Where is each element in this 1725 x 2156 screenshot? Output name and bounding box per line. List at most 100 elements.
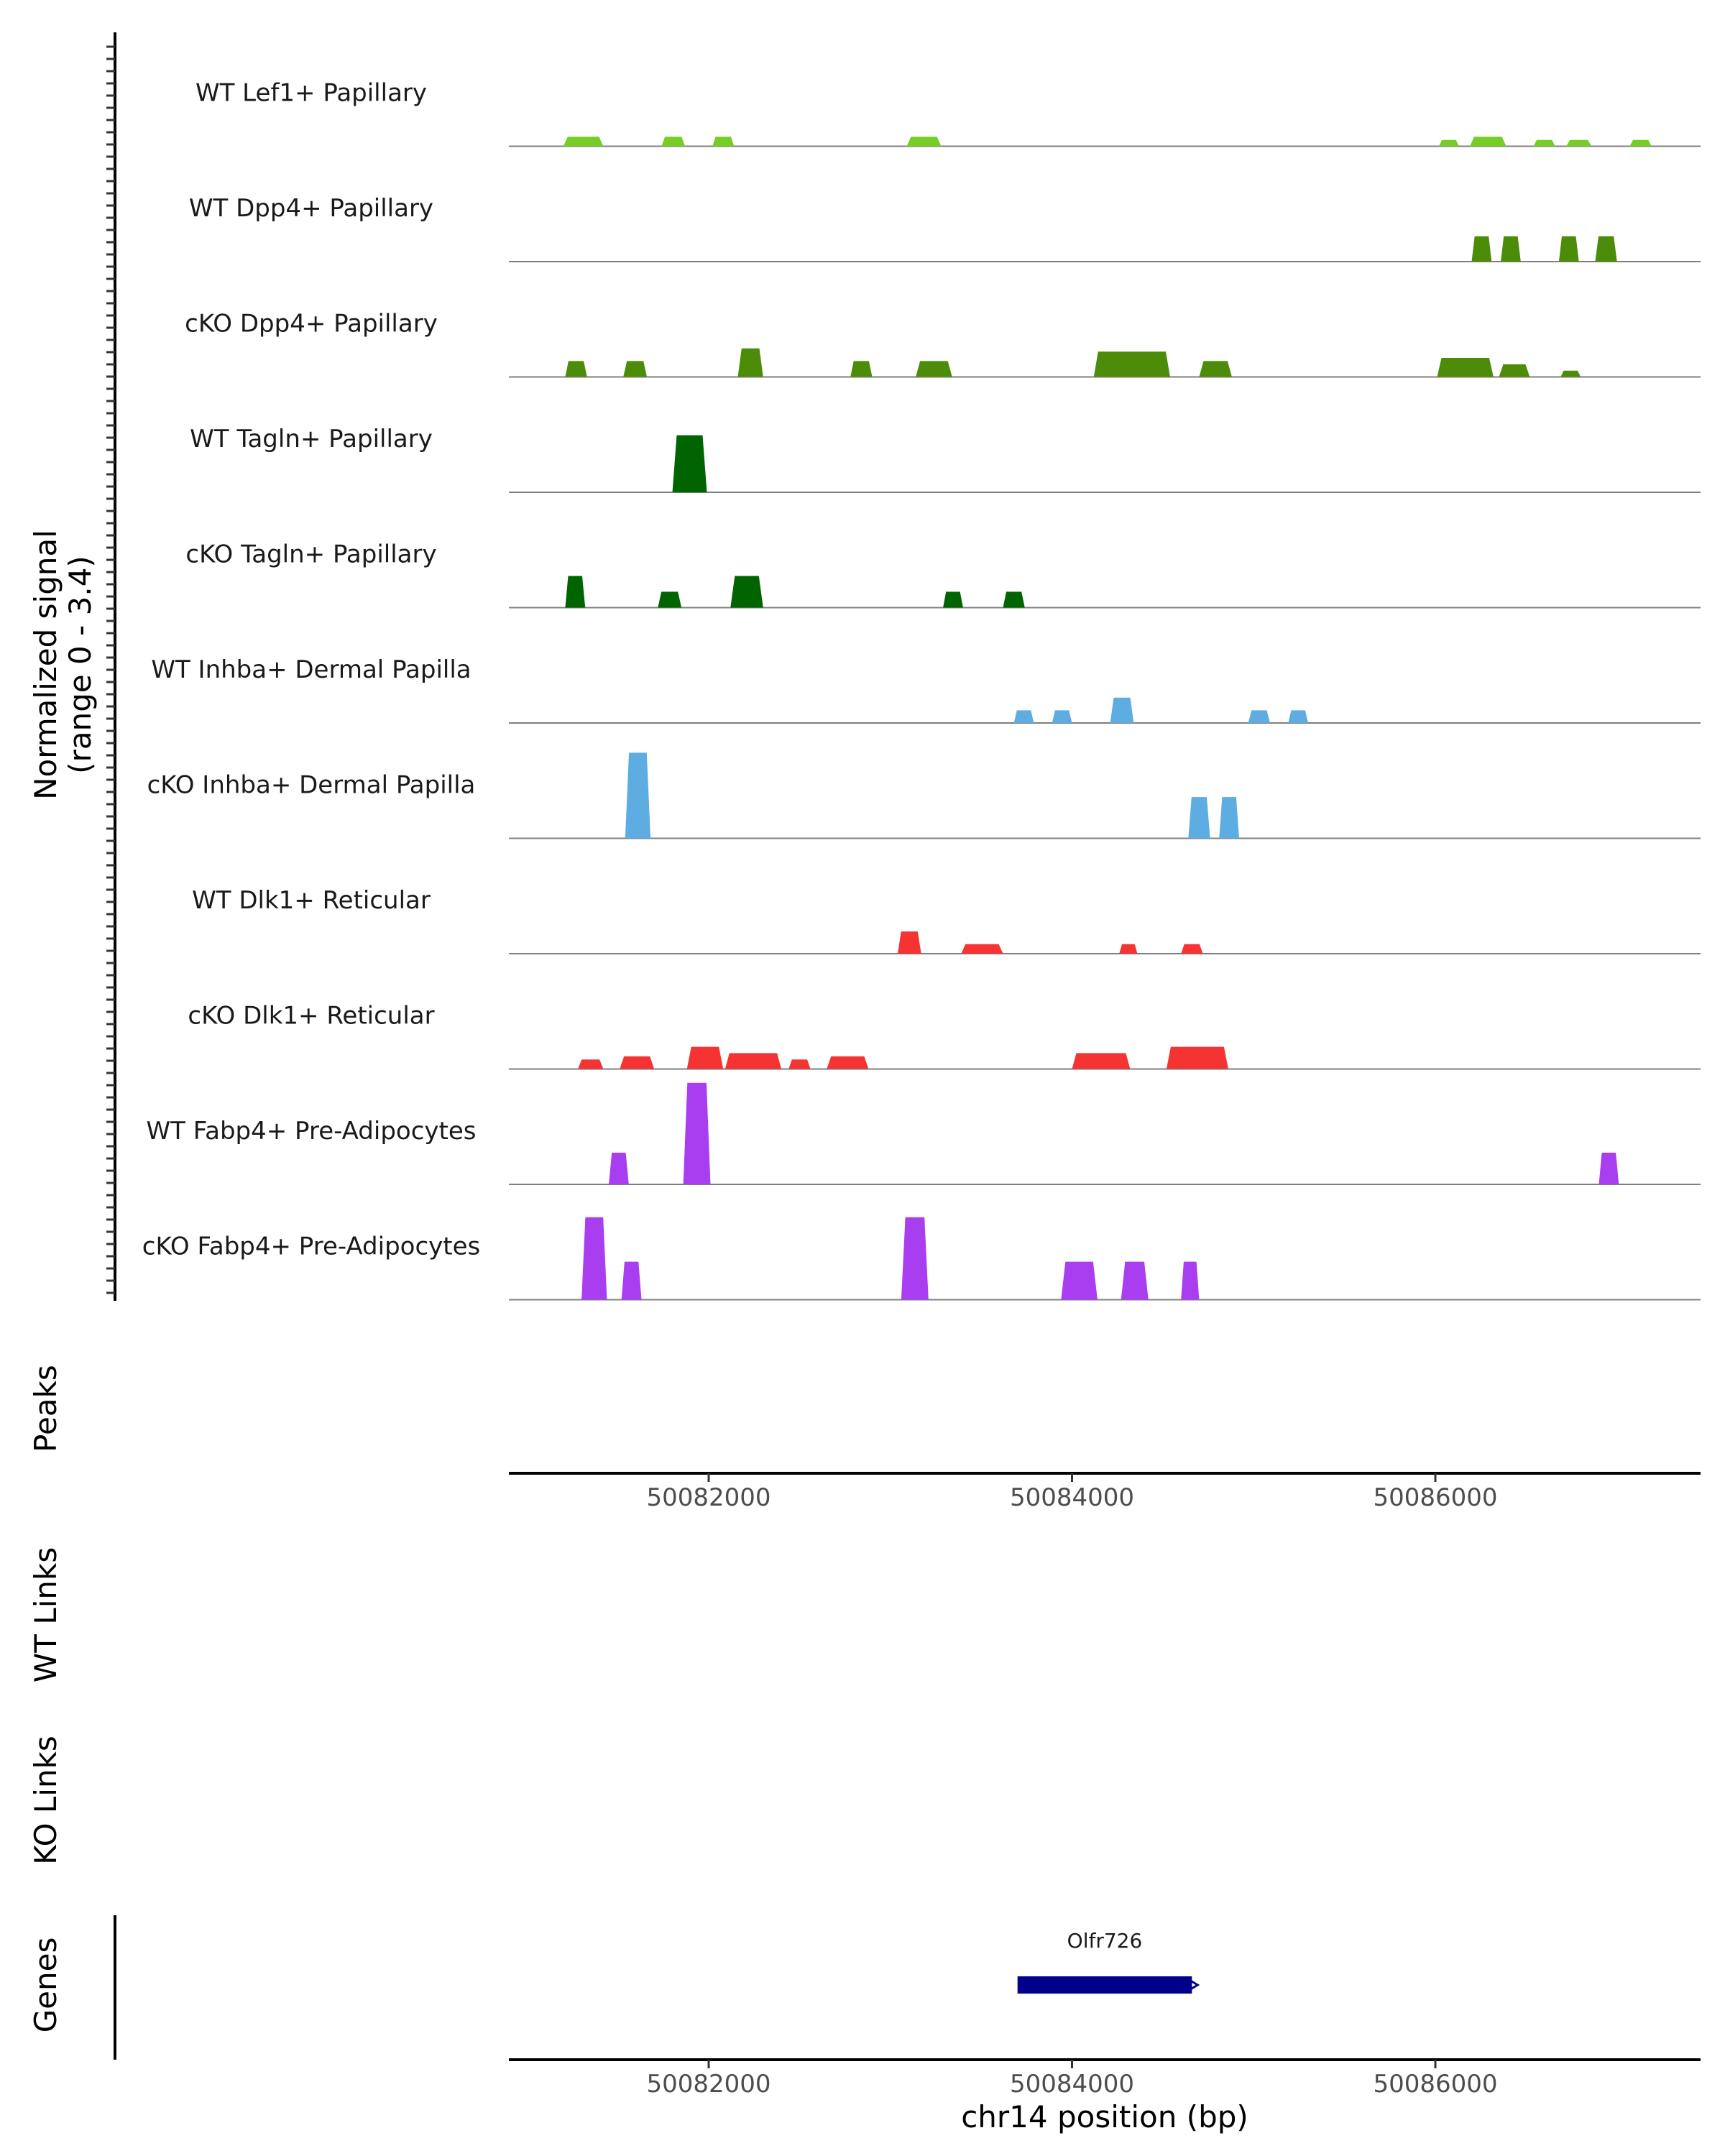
top-x-axis-ticks: 50082000 50084000 50086000	[646, 1473, 1498, 1512]
signal-peak	[1181, 1261, 1200, 1300]
track-label: WT Lef1+ Papillary	[196, 79, 427, 108]
signal-peak	[609, 1152, 629, 1184]
y-axis-title-line2: (range 0 - 3.4)	[63, 556, 98, 774]
track-2: cKO Dpp4+ Papillary	[185, 310, 1701, 378]
signal-peak	[661, 137, 686, 147]
signal-peak	[1110, 697, 1134, 723]
track-label: WT Dlk1+ Reticular	[192, 886, 431, 915]
x-tick-label: 50082000	[646, 2070, 770, 2099]
signal-peak	[1061, 1261, 1098, 1300]
signal-peak	[1188, 797, 1210, 839]
x-axis-title: chr14 position (bp)	[961, 2099, 1248, 2134]
x-tick-label: 50084000	[1010, 1483, 1134, 1512]
signal-tracks: WT Lef1+ Papillary WT Dpp4+ Papillary cKO …	[142, 79, 1701, 1301]
track-label: cKO Inhba+ Dermal Papilla	[147, 771, 476, 800]
track-8: cKO Dlk1+ Reticular	[188, 1002, 1701, 1070]
signal-peak	[850, 361, 873, 377]
x-tick-label: 50086000	[1373, 2070, 1497, 2099]
signal-y-ticks	[106, 45, 115, 1294]
signal-peak	[1219, 797, 1239, 839]
signal-peak	[581, 1217, 607, 1300]
signal-peak	[563, 137, 604, 147]
signal-peak	[1121, 1261, 1149, 1300]
signal-peak	[658, 591, 682, 608]
signal-peak	[1052, 710, 1072, 723]
x-tick-label: 50082000	[646, 1483, 770, 1512]
signal-peak	[623, 361, 648, 377]
signal-peak	[1595, 236, 1617, 262]
signal-peak	[897, 931, 921, 954]
track-label: cKO Fabp4+ Pre-Adipocytes	[142, 1233, 481, 1261]
signal-peak	[712, 137, 735, 147]
signal-peak	[916, 361, 952, 377]
signal-peak	[620, 1056, 655, 1069]
track-1: WT Dpp4+ Papillary	[189, 194, 1701, 262]
signal-peak	[788, 1059, 811, 1069]
track-label: cKO Tagln+ Papillary	[185, 540, 436, 569]
signal-peak	[1166, 1046, 1228, 1069]
track-6: cKO Inhba+ Dermal Papilla	[147, 752, 1701, 839]
genes-panel-label: Genes	[28, 1938, 63, 2033]
signal-peak	[1501, 236, 1521, 262]
signal-peak	[1199, 361, 1232, 377]
signal-peak	[1533, 139, 1555, 147]
track-label: WT Tagln+ Papillary	[190, 425, 433, 453]
gene-strand-arrow	[1190, 1979, 1200, 1991]
signal-peak	[1560, 370, 1581, 377]
track-label: WT Inhba+ Dermal Papilla	[151, 655, 471, 684]
track-7: WT Dlk1+ Reticular	[192, 886, 1701, 954]
signal-peak	[1629, 139, 1652, 147]
signal-peak	[565, 576, 586, 608]
track-label: cKO Dpp4+ Papillary	[185, 310, 438, 338]
signal-peak	[906, 137, 942, 147]
signal-peak	[1093, 351, 1170, 377]
signal-peak	[578, 1059, 604, 1069]
signal-peak	[1471, 236, 1492, 262]
peaks-panel-label: Peaks	[28, 1365, 63, 1452]
gene-body	[1017, 1976, 1192, 1994]
ko-links-panel-label: KO Links	[28, 1736, 63, 1865]
x-tick-label: 50086000	[1373, 1483, 1497, 1512]
track-label: cKO Dlk1+ Reticular	[188, 1002, 434, 1031]
track-4: cKO Tagln+ Papillary	[185, 540, 1701, 609]
track-0: WT Lef1+ Papillary	[196, 79, 1701, 147]
signal-peak	[724, 1053, 782, 1069]
signal-peak	[1003, 591, 1025, 608]
signal-peak	[730, 576, 763, 608]
gene-label: Olfr726	[1067, 1929, 1143, 1953]
signal-peak	[1439, 139, 1459, 147]
signal-peak	[943, 591, 963, 608]
signal-peak	[1013, 710, 1034, 723]
track-10: cKO Fabp4+ Pre-Adipocytes	[142, 1217, 1701, 1301]
signal-peak	[1558, 236, 1579, 262]
track-9: WT Fabp4+ Pre-Adipocytes	[147, 1082, 1701, 1185]
track-label: WT Fabp4+ Pre-Adipocytes	[147, 1117, 477, 1146]
y-axis-title-line1: Normalized signal	[28, 530, 63, 800]
signal-peak	[1470, 137, 1506, 147]
signal-peak	[565, 361, 587, 377]
signal-peak	[1181, 944, 1203, 954]
signal-peak	[1566, 139, 1592, 147]
signal-peak	[683, 1082, 711, 1184]
signal-peak	[1598, 1152, 1619, 1184]
signal-peak	[901, 1217, 929, 1300]
signal-peak	[672, 435, 707, 492]
bottom-x-axis-ticks: 50082000 50084000 50086000	[646, 2060, 1498, 2099]
x-tick-label: 50084000	[1010, 2070, 1134, 2099]
signal-peak	[625, 752, 651, 839]
signal-peak	[1119, 944, 1138, 954]
wt-links-panel-label: WT Links	[28, 1547, 63, 1682]
signal-peak	[686, 1046, 724, 1069]
track-5: WT Inhba+ Dermal Papilla	[151, 655, 1701, 724]
signal-peak	[621, 1261, 642, 1300]
signal-peak	[1248, 710, 1270, 723]
track-label: WT Dpp4+ Papillary	[189, 194, 433, 223]
gene-track: Olfr726	[1017, 1929, 1200, 1994]
signal-peak	[737, 348, 763, 377]
signal-peak	[1499, 364, 1530, 377]
track-3: WT Tagln+ Papillary	[190, 425, 1701, 493]
signal-peak	[827, 1056, 869, 1069]
signal-peak	[1072, 1053, 1131, 1069]
signal-peak	[1437, 358, 1494, 377]
